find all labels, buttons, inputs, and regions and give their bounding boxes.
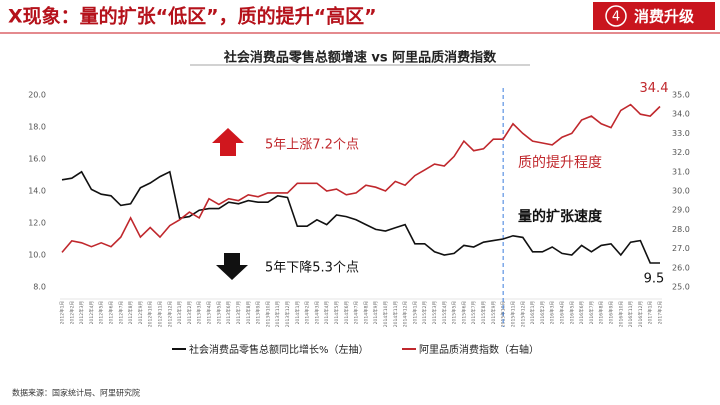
source: 数据来源：国家统计局、阿里研究院 [12,388,140,398]
x-tick-label: 2015年11月 [509,301,516,327]
x-tick-label: 2016年1月 [529,301,536,324]
y2-tick-label: 35.0 [672,91,690,100]
x-tick-label: 2014年10月 [382,301,389,327]
x-tick-label: 2014年6月 [343,301,350,324]
x-tick-label: 2016年6月 [578,301,585,324]
x-tick-label: 2016年10月 [617,301,624,327]
y-tick-label: 18.0 [28,123,46,132]
y2-tick-label: 31.0 [672,167,690,176]
x-tick-label: 2015年9月 [490,301,497,324]
x-tick-label: 2016年9月 [607,301,614,324]
x-tick-label: 2013年9月 [255,301,262,324]
x-tick-label: 2012年11月 [157,301,164,327]
x-tick-label: 2012年7月 [117,301,124,324]
annotation: 质的提升程度 [518,155,602,171]
x-tick-label: 2014年3月 [313,301,320,324]
x-tick-label: 2013年3月 [196,301,203,324]
end-label: 34.4 [640,81,669,96]
x-tick-label: 2014年7月 [353,301,360,324]
x-tick-label: 2016年11月 [627,301,634,327]
y-tick-label: 16.0 [28,155,46,164]
y-tick-label: 12.0 [28,219,46,228]
x-tick-label: 2013年6月 [225,301,232,324]
x-tick-label: 2015年6月 [460,301,467,324]
x-tick-label: 2014年1月 [294,301,301,324]
badge-text: 消费升级 [634,8,695,26]
x-tick-label: 2012年8月 [127,301,134,324]
y2-tick-label: 33.0 [672,129,690,138]
x-tick-label: 2012年5月 [98,301,105,324]
x-tick-label: 2016年2月 [539,301,546,324]
badge-number: 4 [612,10,620,25]
y2-tick-label: 26.0 [672,263,690,272]
legend-label: 社会消费品零售总额同比增长%（左抽） [189,343,369,356]
x-tick-label: 2013年1月 [176,301,183,324]
x-tick-label: 2016年7月 [588,301,595,324]
chart-title: 社会消费品零售总额增速 vs 阿里品质消费指数 [223,50,497,66]
x-tick-label: 2012年10月 [147,301,154,327]
y-tick-label: 10.0 [28,251,46,260]
x-tick-label: 2017年2月 [657,301,664,324]
y2-tick-label: 29.0 [672,206,690,215]
annotation: 5年上涨7.2个点 [265,138,359,153]
y2-tick-label: 27.0 [672,244,690,253]
x-tick-label: 2015年12月 [519,301,526,327]
y-tick-label: 20.0 [28,91,46,100]
x-tick-label: 2015年2月 [421,301,428,324]
annotation: 5年下降5.3个点 [265,261,359,276]
y2-tick-label: 32.0 [672,148,690,157]
x-tick-label: 2013年5月 [215,301,222,324]
x-tick-label: 2012年4月 [88,301,95,324]
y-tick-label: 14.0 [28,187,46,196]
x-tick-label: 2016年5月 [568,301,575,324]
x-tick-label: 2012年9月 [137,301,144,324]
legend-label: 阿里品质消费指数（右轴） [419,343,539,356]
x-tick-label: 2012年3月 [78,301,85,324]
x-tick-label: 2012年2月 [68,301,75,324]
y2-tick-label: 30.0 [672,187,690,196]
x-tick-label: 2015年1月 [411,301,418,324]
x-tick-label: 2015年3月 [431,301,438,324]
x-tick-label: 2012年12月 [166,301,173,327]
x-tick-label: 2014年9月 [372,301,379,324]
y-tick-label: 8.0 [33,283,46,292]
x-tick-label: 2013年4月 [206,301,213,324]
x-tick-label: 2013年8月 [245,301,252,324]
y2-tick-label: 34.0 [672,110,690,119]
x-tick-label: 2016年12月 [637,301,644,327]
x-tick-label: 2014年11月 [392,301,399,327]
x-tick-label: 2014年12月 [402,301,409,327]
x-tick-label: 2013年7月 [235,301,242,324]
x-tick-label: 2013年2月 [186,301,193,324]
x-tick-label: 2014年2月 [304,301,311,324]
x-tick-label: 2013年10月 [264,301,271,327]
x-tick-label: 2015年5月 [451,301,458,324]
y2-tick-label: 25.0 [672,283,690,292]
slide-title: X现象：量的扩张“低区”，质的提升“高区” [8,5,377,28]
y2-tick-label: 28.0 [672,225,690,234]
x-tick-label: 2012年1月 [59,301,66,324]
x-tick-label: 2015年7月 [470,301,477,324]
x-tick-label: 2012年6月 [108,301,115,324]
x-tick-label: 2015年8月 [480,301,487,324]
x-tick-label: 2014年4月 [323,301,330,324]
x-tick-label: 2015年4月 [441,301,448,324]
x-tick-label: 2016年4月 [558,301,565,324]
up-arrow [212,128,244,156]
badge-circle [605,5,627,27]
end-label: 9.5 [644,272,665,287]
x-tick-label: 2013年11月 [274,301,281,327]
series-line [61,170,660,264]
annotation: 量的扩张速度 [518,208,603,225]
x-tick-label: 2014年8月 [362,301,369,324]
x-tick-label: 2013年12月 [284,301,291,327]
x-tick-label: 2014年5月 [333,301,340,324]
x-tick-label: 2017年1月 [647,301,654,324]
x-tick-label: 2016年8月 [598,301,605,324]
x-tick-label: 2016年3月 [549,301,556,324]
series-line [61,103,661,253]
down-arrow [216,253,248,280]
